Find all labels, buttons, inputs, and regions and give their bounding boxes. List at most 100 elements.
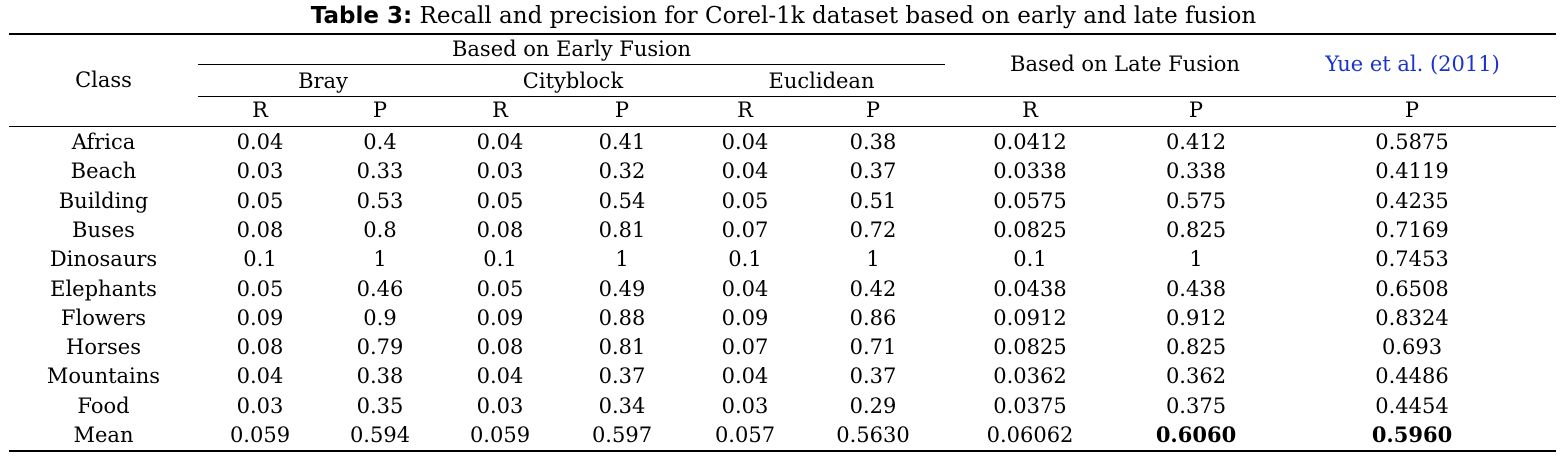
table-cell: 0.825: [1165, 335, 1227, 360]
table-cell: 0.08: [236, 335, 284, 360]
caption-text: Recall and precision for Corel-1k datase…: [412, 3, 1257, 29]
table-cell: 0.51: [849, 188, 897, 213]
table-cell: 0.0825: [993, 335, 1067, 360]
table-cell: 0.33: [356, 159, 404, 184]
table-cell: 0.05: [721, 188, 769, 213]
table-cell: 0.1: [243, 247, 277, 272]
table-cell: 0.0375: [993, 393, 1067, 418]
table-cell: 0.0912: [993, 305, 1067, 330]
top-rule: [9, 33, 1556, 35]
subheader-precision: P: [372, 98, 388, 122]
table-cell: 0.04: [476, 364, 524, 389]
row-class-label: Mountains: [46, 364, 161, 389]
table-cell: 0.05: [236, 188, 284, 213]
table-cell: 0.0438: [993, 276, 1067, 301]
table-cell: 0.81: [598, 217, 646, 242]
table-cell: 0.05: [476, 188, 524, 213]
table-cell: 0.5630: [836, 423, 910, 447]
table-cell: 0.04: [721, 159, 769, 184]
table-cell: 0.4: [363, 130, 397, 154]
subheader-precision: P: [865, 98, 881, 122]
reference-link[interactable]: Yue et al. (2011): [1325, 52, 1500, 76]
table-cell: 0.7169: [1375, 217, 1449, 242]
table-cell: 0.37: [598, 364, 646, 389]
table-cell: 0.5875: [1375, 130, 1449, 154]
row-class-label: Flowers: [60, 305, 147, 330]
table-cell: 0.07: [721, 335, 769, 360]
table-cell: 0.8324: [1375, 305, 1449, 330]
table-cell: 0.81: [598, 335, 646, 360]
table-cell: 0.362: [1165, 364, 1227, 389]
table-cell: 0.09: [236, 305, 284, 330]
table-cell: 0.79: [356, 335, 404, 360]
table-cell: 0.4235: [1375, 188, 1449, 213]
table-cell: 0.0575: [993, 188, 1067, 213]
table-cell: 0.34: [598, 393, 646, 418]
table-cell: 0.412: [1165, 130, 1227, 154]
table-cell: 0.37: [849, 364, 897, 389]
table-cell: 1: [866, 247, 880, 272]
table-cell: 0.057: [714, 423, 776, 447]
table-cell: 0.1: [1013, 247, 1047, 272]
row-class-label: Mean: [73, 423, 134, 447]
table-caption: Table 3: Recall and precision for Corel-…: [0, 2, 1567, 30]
table-cell: 0.03: [476, 393, 524, 418]
table-cell: 0.07: [721, 217, 769, 242]
early-fusion-header: Based on Early Fusion: [451, 37, 692, 61]
table-cell: 0.03: [476, 159, 524, 184]
table-cell: 0.37: [849, 159, 897, 184]
table-cell: 0.88: [598, 305, 646, 330]
table-cell: 0.72: [849, 217, 897, 242]
row-class-label: Food: [77, 393, 130, 418]
table-cell: 0.32: [598, 159, 646, 184]
table-cell: 0.05: [236, 276, 284, 301]
table-cell: 0.08: [476, 217, 524, 242]
table-cell: 0.6508: [1375, 276, 1449, 301]
table-cell: 0.03: [236, 159, 284, 184]
table-cell: 0.059: [229, 423, 291, 447]
subheader-precision: P: [614, 98, 630, 122]
table-cell: 0.09: [476, 305, 524, 330]
table-cell: 0.338: [1165, 159, 1227, 184]
table-cell: 0.825: [1165, 217, 1227, 242]
table-cell: 0.53: [356, 188, 404, 213]
table-cell: 0.597: [591, 423, 653, 447]
table-cell: 0.06062: [986, 423, 1074, 447]
row-class-label: Africa: [71, 130, 136, 154]
table-cell: 0.7453: [1375, 247, 1449, 272]
class-header: Class: [75, 68, 132, 92]
caption-label: Table 3:: [310, 3, 413, 29]
table-cell: 0.05: [476, 276, 524, 301]
table-cell: 0.04: [721, 276, 769, 301]
subheader-recall: R: [252, 98, 268, 122]
table-cell: 0.29: [849, 393, 897, 418]
table-cell: 0.375: [1165, 393, 1227, 418]
header-rule: [9, 126, 1556, 127]
row-class-label: Buses: [72, 217, 135, 242]
bray-header: Bray: [298, 69, 348, 93]
table-cell: 0.0825: [993, 217, 1067, 242]
table-cell: 0.38: [356, 364, 404, 389]
table-cell: 0.46: [356, 276, 404, 301]
table-cell: 0.54: [598, 188, 646, 213]
table-cell: 0.04: [236, 364, 284, 389]
table-cell: 0.9: [363, 305, 397, 330]
table-cell: 0.1: [728, 247, 762, 272]
table-cell: 0.04: [721, 364, 769, 389]
table-cell: 0.4486: [1375, 364, 1449, 389]
table-cell: 0.86: [849, 305, 897, 330]
table-cell: 1: [373, 247, 387, 272]
table-cell: 0.42: [849, 276, 897, 301]
table-cell: 0.693: [1381, 335, 1443, 360]
table-cell: 0.49: [598, 276, 646, 301]
late-fusion-header: Based on Late Fusion: [1010, 52, 1240, 76]
table-cell: 0.4119: [1375, 159, 1449, 184]
subheader-recall: R: [1022, 98, 1038, 122]
bottom-rule: [9, 450, 1556, 452]
table-cell: 0.8: [363, 217, 397, 242]
row-class-label: Dinosaurs: [49, 247, 158, 272]
cityblock-header: Cityblock: [522, 69, 624, 93]
table-cell: 1: [615, 247, 629, 272]
table-cell: 0.6060: [1155, 422, 1237, 447]
